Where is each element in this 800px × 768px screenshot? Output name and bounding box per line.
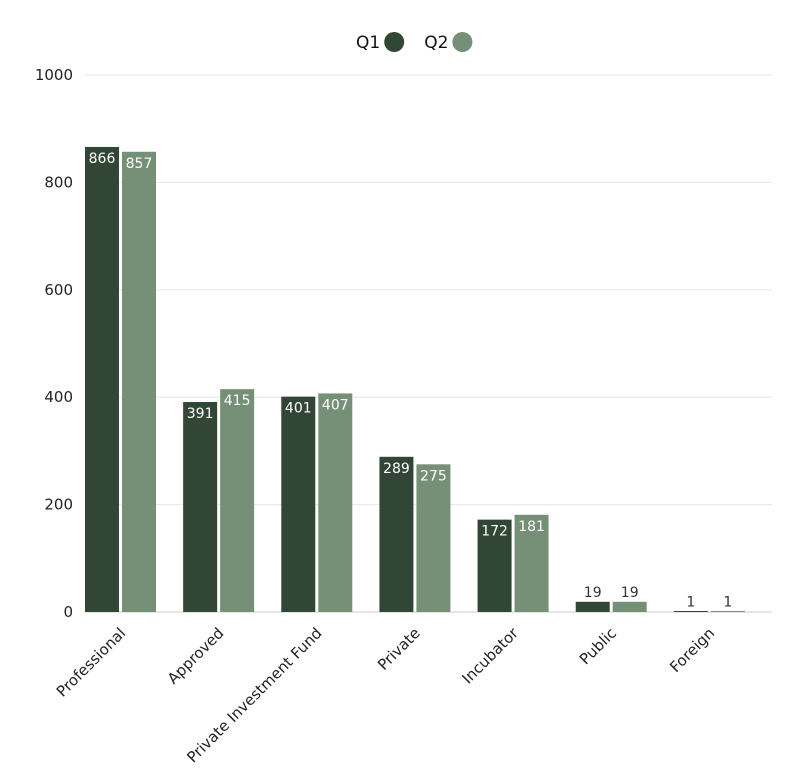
data-label: 866: [89, 151, 116, 167]
bar-q1-1: [85, 146, 119, 612]
data-label: 401: [285, 401, 312, 417]
category-label: Approved: [164, 624, 228, 688]
bar-q1-4: [379, 456, 414, 612]
data-label: 391: [187, 406, 214, 422]
bar-q1-2: [183, 402, 218, 612]
data-label: 1: [686, 594, 695, 610]
legend-swatch-q2: [452, 32, 473, 52]
data-label: 857: [126, 156, 153, 172]
category-label: Public: [576, 624, 620, 668]
category-label: Incubator: [459, 624, 523, 688]
data-labels: 866 857 391 415 401 407 289 275 172 181 19 19 1 1: [89, 151, 733, 611]
y-axis: 0 200 400 600 800 1000: [35, 66, 73, 621]
bar-q2-3: [318, 393, 353, 612]
data-label: 19: [584, 585, 602, 601]
bar-q2-4: [416, 464, 451, 612]
bar-q2-6: [612, 601, 647, 612]
category-label: Private: [374, 624, 424, 674]
bar-q2-2: [220, 389, 255, 612]
bar-q2-7: [710, 611, 745, 612]
bar-q1-3: [281, 396, 316, 612]
data-label: 1: [723, 594, 732, 610]
bar-q1-5: [477, 519, 512, 612]
category-label: Foreign: [666, 624, 718, 676]
data-label: 19: [621, 585, 639, 601]
bars: [85, 146, 745, 612]
y-tick-label: 200: [44, 496, 73, 514]
data-label: 289: [383, 461, 410, 477]
data-label: 172: [481, 524, 508, 540]
y-tick-label: 600: [44, 281, 73, 299]
y-tick-label: 800: [44, 173, 73, 191]
data-label: 181: [518, 519, 545, 535]
category-label: Professional: [53, 624, 129, 700]
y-tick-label: 0: [63, 603, 73, 621]
legend-label-q2: Q2: [424, 33, 448, 53]
y-tick-label: 400: [44, 388, 73, 406]
data-label: 407: [322, 397, 349, 413]
legend-label-q1: Q1: [356, 33, 380, 53]
y-tick-label: 1000: [35, 66, 73, 84]
bar-q1-7: [673, 611, 708, 612]
data-label: 275: [420, 468, 447, 484]
legend: Q1 Q2: [356, 32, 473, 53]
data-label: 415: [224, 393, 251, 409]
bar-q1-6: [575, 601, 610, 612]
legend-swatch-q1: [384, 32, 405, 52]
bar-q2-5: [514, 514, 549, 612]
bar-q2-1: [122, 151, 156, 612]
